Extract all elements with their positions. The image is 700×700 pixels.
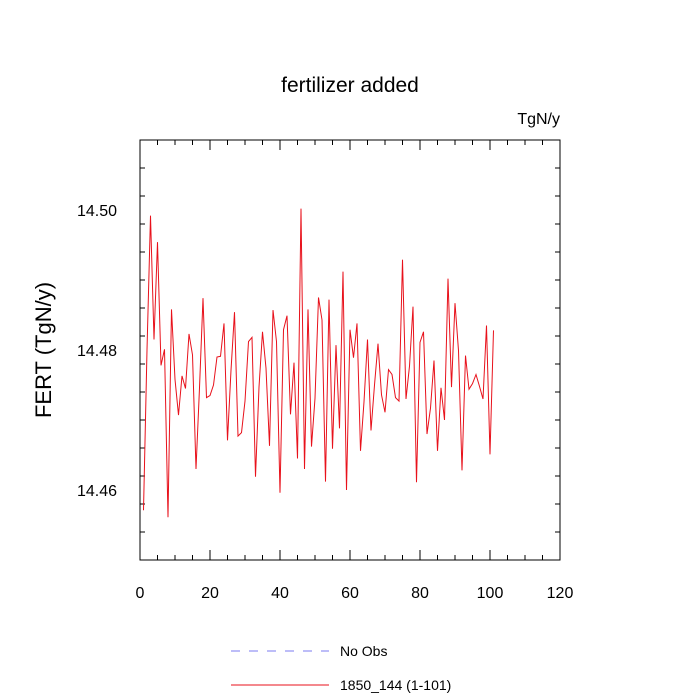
- y-axis-label: FERT (TgN/y): [31, 282, 56, 418]
- chart-title: fertilizer added: [281, 74, 419, 97]
- series-line: [143, 208, 494, 518]
- x-tick-label: 100: [477, 585, 504, 602]
- legend-label: No Obs: [340, 643, 387, 659]
- x-tick-label: 40: [271, 585, 289, 602]
- x-tick-label: 20: [201, 585, 219, 602]
- legend: No Obs 1850_144 (1-101): [231, 643, 451, 693]
- axis-ticks: 0 20 40 60 80 100 120 14.46 14.48 14.50: [77, 139, 574, 602]
- x-tick-label: 120: [547, 585, 574, 602]
- series-layer: [143, 208, 494, 518]
- legend-label: 1850_144 (1-101): [340, 677, 451, 693]
- y-tick-label: 14.50: [77, 203, 117, 220]
- x-tick-label: 0: [136, 585, 145, 602]
- x-tick-label: 60: [341, 585, 359, 602]
- y-tick-label: 14.46: [77, 483, 117, 500]
- units-label: TgN/y: [517, 111, 560, 128]
- x-tick-label: 80: [411, 585, 429, 602]
- y-tick-label: 14.48: [77, 343, 117, 360]
